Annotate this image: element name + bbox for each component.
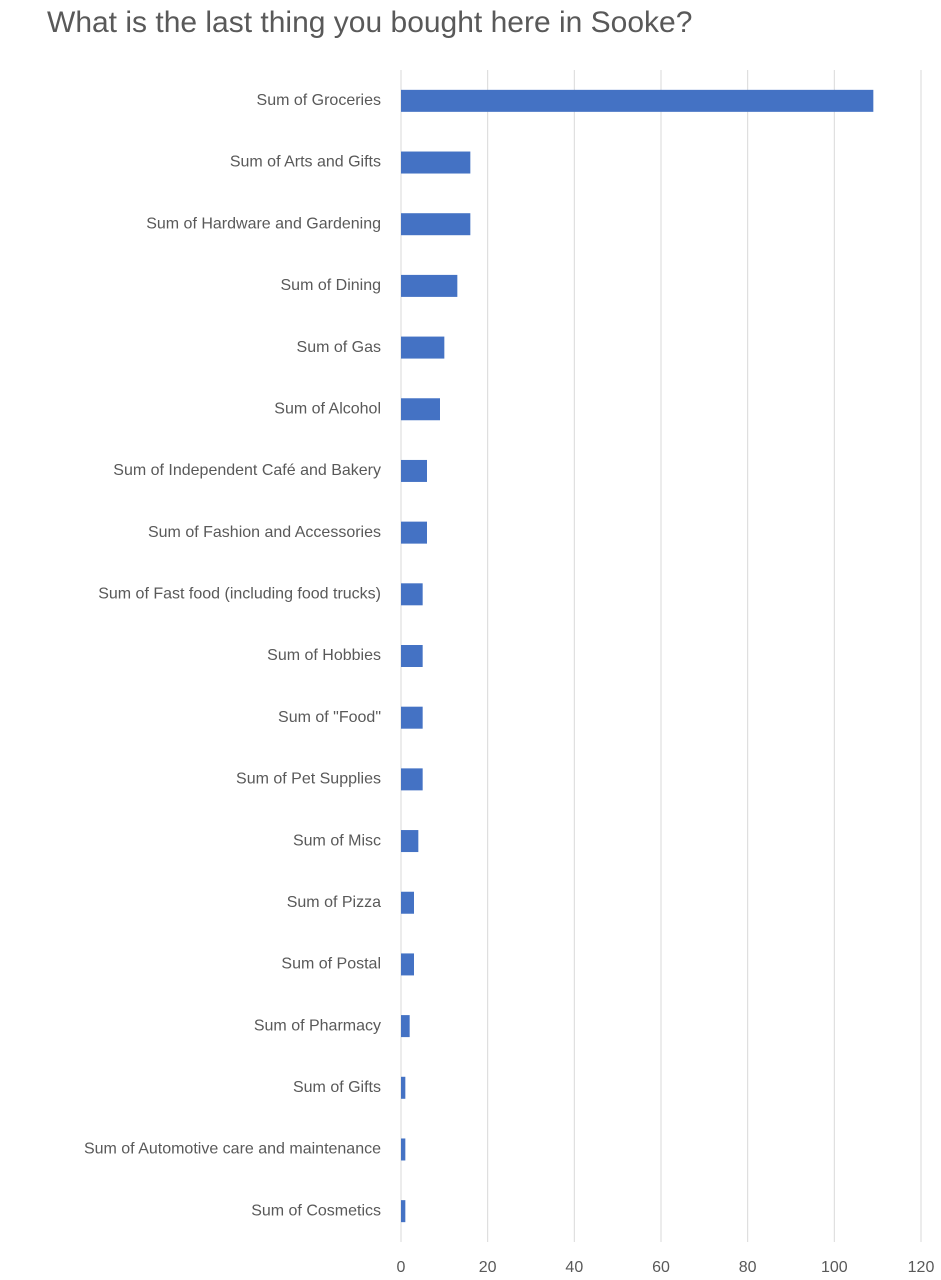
- bar: [401, 1076, 406, 1099]
- y-tick-label: Sum of Gifts: [293, 1079, 381, 1096]
- y-tick-label: Sum of Pizza: [287, 894, 381, 911]
- bar: [401, 768, 423, 791]
- y-tick-label: Sum of Cosmetics: [251, 1202, 381, 1219]
- bar: [401, 213, 471, 236]
- y-tick-label: Sum of Hardware and Gardening: [146, 215, 381, 232]
- bar: [401, 1015, 410, 1038]
- y-tick-label: Sum of Independent Café and Bakery: [113, 462, 381, 479]
- bar: [401, 1138, 406, 1161]
- bar: [401, 274, 458, 297]
- x-tick-label: 40: [565, 1259, 583, 1276]
- bar: [401, 398, 440, 421]
- x-tick-label: 100: [821, 1259, 848, 1276]
- bar: [401, 336, 445, 359]
- bar: [401, 953, 414, 976]
- y-tick-label: Sum of Hobbies: [267, 647, 381, 664]
- bar: [401, 706, 423, 729]
- bar: [401, 459, 427, 482]
- x-tick-label: 60: [652, 1259, 670, 1276]
- y-tick-label: Sum of Dining: [281, 277, 382, 294]
- y-tick-label: Sum of Postal: [281, 956, 381, 973]
- chart-title: What is the last thing you bought here i…: [47, 6, 692, 39]
- y-tick-label: Sum of Misc: [293, 832, 381, 849]
- x-tick-label: 120: [908, 1259, 935, 1276]
- y-tick-label: Sum of Fast food (including food trucks): [98, 586, 381, 603]
- bar: [401, 521, 427, 544]
- bar: [401, 1200, 406, 1223]
- y-tick-label: Sum of Fashion and Accessories: [148, 524, 381, 541]
- x-tick-label: 80: [739, 1259, 757, 1276]
- bar: [401, 830, 419, 853]
- bar: [401, 151, 471, 174]
- y-tick-label: Sum of Alcohol: [274, 400, 381, 417]
- bar: [401, 891, 414, 914]
- bar: [401, 583, 423, 606]
- bar: [401, 645, 423, 667]
- y-tick-label: Sum of Gas: [297, 339, 381, 356]
- x-tick-label: 20: [479, 1259, 497, 1276]
- y-tick-label: Sum of Automotive care and maintenance: [84, 1141, 381, 1158]
- y-tick-label: Sum of Groceries: [257, 92, 381, 109]
- y-tick-label: Sum of Pharmacy: [254, 1017, 381, 1034]
- y-tick-label: Sum of "Food": [278, 709, 381, 726]
- bar: [401, 89, 874, 112]
- y-tick-label: Sum of Pet Supplies: [236, 771, 381, 788]
- y-tick-label: Sum of Arts and Gifts: [230, 154, 381, 171]
- x-tick-label: 0: [397, 1259, 406, 1276]
